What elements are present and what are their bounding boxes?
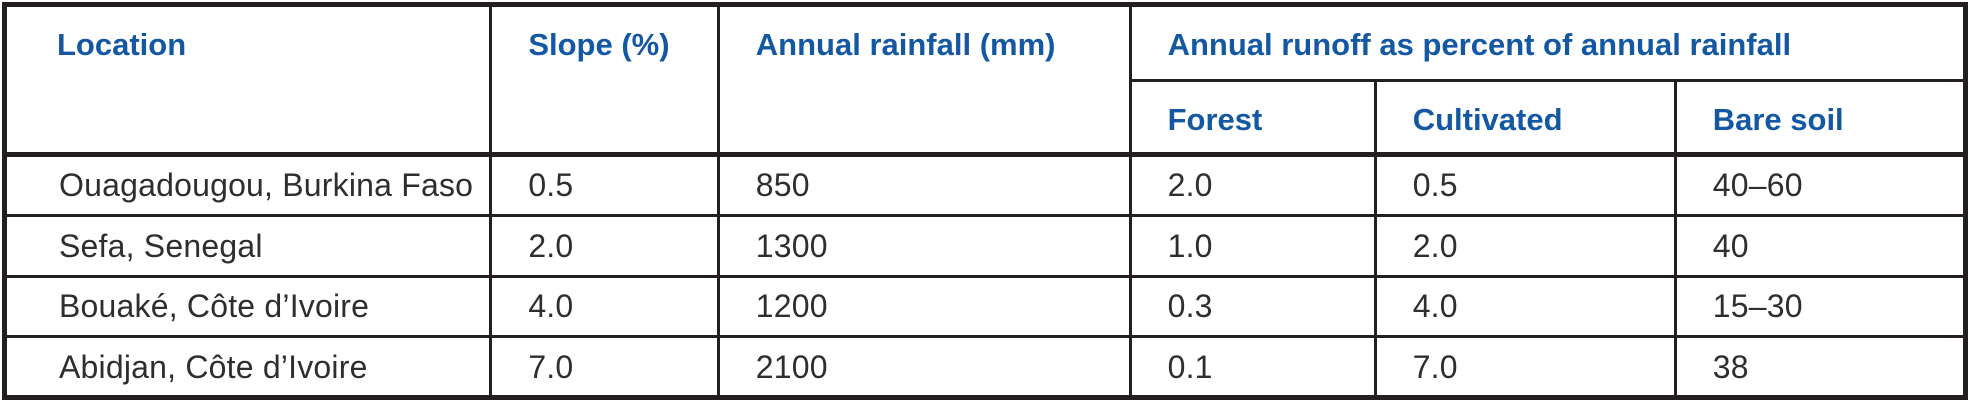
column-header-forest: Forest bbox=[1128, 79, 1377, 157]
cell-location: Bouaké, Côte d’Ivoire bbox=[2, 274, 493, 339]
cell-bare-soil: 40 bbox=[1673, 213, 1968, 278]
table-row-bouake: Bouaké, Côte d’Ivoire 4.0 1200 0.3 4.0 1… bbox=[2, 274, 1968, 339]
cell-location: Sefa, Senegal bbox=[2, 213, 493, 278]
column-header-cultivated: Cultivated bbox=[1373, 79, 1677, 157]
cell-rainfall: 850 bbox=[716, 153, 1132, 217]
cell-forest: 2.0 bbox=[1128, 153, 1377, 217]
header-row-top: Location Slope (%) Annual rainfall (mm) … bbox=[2, 3, 1968, 157]
cell-slope: 2.0 bbox=[489, 213, 720, 278]
column-header-runoff-group: Annual runoff as percent of annual rainf… bbox=[1128, 3, 1968, 82]
cell-slope: 0.5 bbox=[489, 153, 720, 217]
cell-rainfall: 1300 bbox=[716, 213, 1132, 278]
column-header-location: Location bbox=[2, 3, 493, 157]
column-header-bare-soil: Bare soil bbox=[1673, 79, 1968, 157]
cell-slope: 7.0 bbox=[489, 335, 720, 399]
table-row-sefa: Sefa, Senegal 2.0 1300 1.0 2.0 40 bbox=[2, 213, 1968, 278]
header-row-sub: Forest Cultivated Bare soil bbox=[5, 79, 1968, 157]
column-header-rainfall: Annual rainfall (mm) bbox=[716, 3, 1132, 157]
cell-bare-soil: 15–30 bbox=[1673, 274, 1968, 339]
cell-slope: 4.0 bbox=[489, 274, 720, 339]
cell-location: Abidjan, Côte d’Ivoire bbox=[2, 335, 493, 399]
cell-cultivated: 2.0 bbox=[1373, 213, 1677, 278]
table-row-ouagadougou: Ouagadougou, Burkina Faso 0.5 850 2.0 0.… bbox=[2, 153, 1968, 217]
cell-forest: 1.0 bbox=[1128, 213, 1377, 278]
cell-cultivated: 4.0 bbox=[1373, 274, 1677, 339]
cell-forest: 0.3 bbox=[1128, 274, 1377, 339]
cell-forest: 0.1 bbox=[1128, 335, 1377, 399]
cell-rainfall: 2100 bbox=[716, 335, 1132, 399]
cell-location: Ouagadougou, Burkina Faso bbox=[2, 153, 493, 217]
cell-bare-soil: 38 bbox=[1673, 335, 1968, 399]
cell-cultivated: 7.0 bbox=[1373, 335, 1677, 399]
column-header-slope: Slope (%) bbox=[489, 3, 720, 157]
cell-cultivated: 0.5 bbox=[1373, 153, 1677, 217]
table-row-abidjan: Abidjan, Côte d’Ivoire 7.0 2100 0.1 7.0 … bbox=[2, 335, 1968, 399]
cell-bare-soil: 40–60 bbox=[1673, 153, 1968, 217]
cell-rainfall: 1200 bbox=[716, 274, 1132, 339]
